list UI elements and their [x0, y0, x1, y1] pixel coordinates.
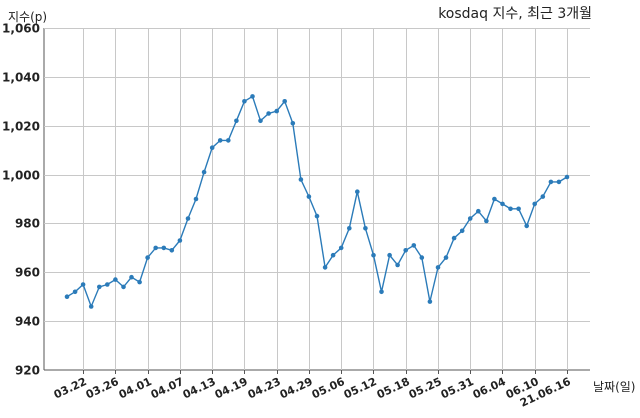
x-tick-label: 03.22 — [52, 375, 89, 401]
data-point — [97, 284, 102, 290]
data-point — [88, 304, 94, 309]
data-point — [306, 194, 312, 199]
data-point — [347, 226, 352, 231]
data-point — [427, 299, 433, 304]
data-point — [266, 111, 271, 116]
y-tick-label: 1,040 — [2, 71, 40, 85]
data-point — [403, 248, 409, 253]
data-point — [193, 196, 199, 202]
data-point — [524, 223, 529, 229]
y-tick-label: 960 — [15, 266, 40, 280]
y-tick-label: 940 — [15, 315, 40, 329]
data-point — [492, 196, 497, 202]
x-tick-label: 04.13 — [181, 375, 218, 401]
data-point — [137, 279, 142, 285]
data-point — [419, 255, 425, 260]
data-point — [113, 277, 118, 282]
data-point — [145, 255, 150, 260]
data-point — [516, 206, 521, 212]
x-axis-ticks: 03.2203.2604.0104.0704.1304.1904.2304.29… — [52, 375, 573, 410]
y-axis-ticks: 920 940 960 980 1,000 1,020 1,040 1,060 — [2, 22, 40, 378]
x-tick-label: 04.01 — [117, 375, 154, 401]
x-tick-label: 05.06 — [310, 375, 347, 402]
y-tick-label: 1,020 — [2, 120, 40, 134]
data-point — [387, 252, 392, 258]
data-point — [80, 282, 86, 287]
data-point — [258, 118, 263, 124]
data-point — [250, 94, 255, 99]
data-point — [363, 226, 368, 231]
data-point — [476, 208, 481, 214]
grid-lines — [43, 28, 590, 374]
data-point — [322, 265, 328, 270]
x-tick-label: 04.19 — [213, 375, 250, 401]
x-tick-label: 05.12 — [342, 375, 379, 401]
x-axis-label: 날짜(일) — [593, 380, 635, 394]
data-point — [209, 145, 215, 150]
data-point — [314, 213, 320, 219]
data-point — [161, 245, 167, 251]
data-point — [298, 177, 304, 182]
data-point — [338, 245, 344, 251]
data-point — [177, 238, 183, 243]
data-point — [274, 108, 280, 114]
data-point — [556, 179, 562, 185]
series-line — [64, 94, 570, 309]
data-point — [508, 206, 513, 212]
y-tick-label: 980 — [15, 217, 40, 231]
x-tick-label: 04.07 — [149, 375, 186, 401]
data-point — [443, 255, 449, 260]
chart-title: kosdaq 지수, 최근 3개월 — [438, 6, 592, 22]
x-tick-label: 04.29 — [278, 375, 315, 401]
data-point — [371, 252, 376, 258]
data-point — [201, 169, 207, 175]
data-point — [226, 138, 231, 143]
data-point — [532, 201, 537, 207]
data-point — [72, 289, 78, 295]
data-point — [484, 218, 489, 224]
x-tick-label: 04.23 — [246, 375, 283, 401]
data-point — [548, 179, 554, 185]
data-point — [379, 289, 384, 295]
data-point — [540, 194, 546, 199]
data-point — [185, 216, 191, 221]
data-point — [467, 216, 473, 221]
x-tick-label: 03.26 — [84, 375, 121, 402]
y-tick-label: 920 — [15, 364, 40, 378]
x-tick-label: 05.25 — [407, 375, 444, 401]
data-point — [290, 121, 296, 126]
data-point — [153, 245, 158, 251]
data-point — [169, 248, 175, 253]
y-tick-label: 1,000 — [2, 169, 40, 183]
data-point — [129, 274, 134, 280]
data-point — [121, 284, 126, 290]
data-point — [411, 243, 417, 248]
data-point — [217, 138, 223, 143]
data-point — [395, 262, 400, 268]
series-line-path — [66, 95, 568, 309]
data-point — [282, 99, 288, 104]
data-point — [564, 174, 570, 180]
data-point — [355, 189, 360, 194]
data-point — [242, 99, 247, 104]
data-point — [64, 294, 70, 300]
x-tick-label: 05.31 — [439, 375, 476, 401]
x-tick-label: 05.18 — [375, 375, 412, 401]
data-point — [451, 235, 457, 241]
data-point — [459, 228, 465, 234]
data-point — [500, 201, 505, 207]
data-point — [435, 265, 441, 270]
x-tick-label: 06.04 — [471, 375, 508, 402]
data-point — [330, 252, 336, 258]
data-point — [105, 282, 110, 287]
y-tick-label: 1,060 — [2, 22, 40, 36]
y-axis-label: 지수(p) — [8, 10, 47, 24]
data-point — [234, 118, 239, 124]
